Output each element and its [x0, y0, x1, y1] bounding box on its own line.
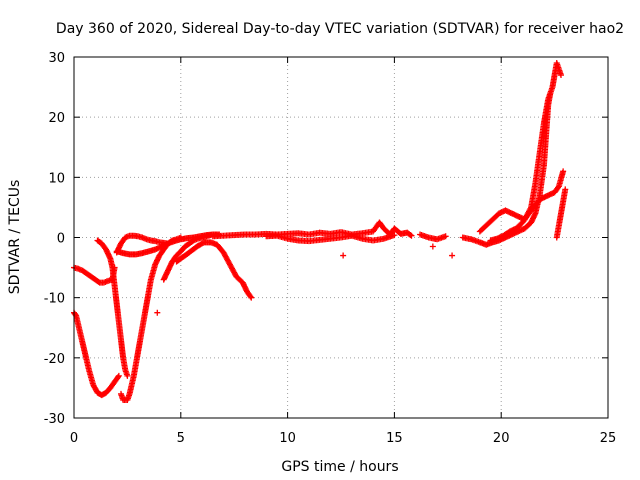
data-point-marker [124, 372, 131, 379]
y-tick-label: 0 [57, 232, 65, 247]
x-tick-label: 0 [70, 431, 78, 446]
x-tick-label: 10 [279, 431, 296, 446]
data-point-marker [555, 184, 562, 191]
data-point-marker [408, 232, 415, 239]
y-tick-label: -10 [44, 292, 65, 307]
data-point-marker [558, 72, 565, 79]
x-axis-label: GPS time / hours [281, 459, 398, 475]
y-tick-label: 20 [48, 111, 65, 126]
y-tick-label: 10 [48, 171, 65, 186]
data-point-marker [442, 233, 449, 240]
x-tick-label: 20 [493, 431, 510, 446]
data-point-marker [429, 243, 436, 250]
chart-title: Day 360 of 2020, Sidereal Day-to-day VTE… [56, 21, 624, 37]
data-point-marker [562, 186, 569, 193]
data-point-marker [340, 252, 347, 259]
data-point-marker [248, 294, 255, 301]
x-tick-label: 5 [177, 431, 185, 446]
y-tick-label: -30 [44, 412, 65, 427]
data-points [71, 60, 569, 403]
y-axis-label: SDTVAR / TECUs [7, 180, 23, 295]
data-point-marker [449, 252, 456, 259]
x-tick-label: 15 [386, 431, 403, 446]
axis-ticks [73, 56, 609, 419]
data-point-marker [115, 374, 122, 381]
data-point-marker [247, 293, 254, 300]
data-point-marker [560, 168, 567, 175]
x-tick-label: 25 [600, 431, 617, 446]
tick-labels: 0 5 10 15 20 25 -30 -20 -10 0 10 20 30 [44, 51, 617, 446]
y-tick-label: -20 [44, 352, 65, 367]
data-point-marker [391, 232, 398, 239]
grid-lines [74, 57, 608, 418]
data-point-marker [407, 231, 414, 238]
data-point-marker [154, 309, 161, 316]
data-point-marker [115, 372, 122, 379]
y-tick-label: 30 [48, 51, 65, 66]
